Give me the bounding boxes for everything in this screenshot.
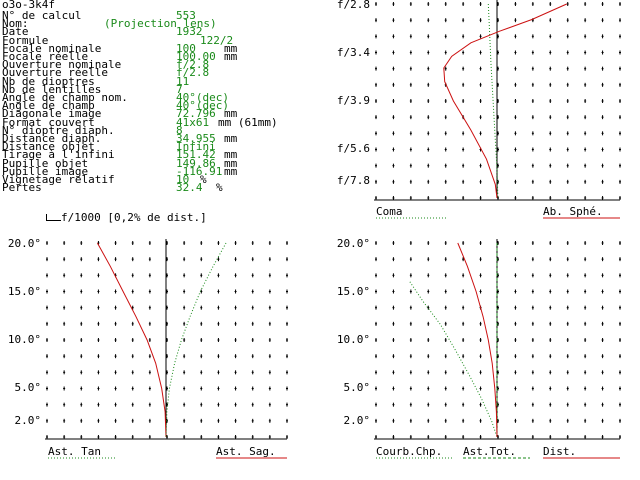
spec-value: f/2.8 (176, 66, 210, 80)
spec-value: 40°(dec) (176, 99, 229, 113)
spec-value: 40°(dec) (176, 91, 229, 104)
spec-unit: mm (224, 107, 238, 121)
spec-label: Formule (2, 33, 49, 47)
spec-label: Ouverture réelle (2, 66, 108, 80)
y-tick-label: 20.0° (337, 237, 370, 250)
spec-label: Vignetage relatif (2, 173, 115, 186)
spec-value: 11 (176, 74, 190, 88)
legend-courb-chp: Courb.Chp. (376, 445, 443, 458)
spec-label: Angle de champ (2, 99, 95, 113)
spec-label: Nb de lentilles (2, 82, 102, 96)
series-line-ast-sag- (165, 242, 227, 438)
spec-unit: mm (224, 164, 238, 178)
spec-label: Pertes (2, 181, 42, 195)
spec-value: 100 (176, 41, 196, 55)
spec-label: Distance objet (2, 140, 95, 154)
legend-dist: Dist. (543, 445, 577, 458)
spec-value: 32.4 (176, 181, 203, 195)
spec-unit: mm (61mm) (218, 115, 278, 129)
spec-unit: mm (224, 41, 238, 55)
legend-ast-tot: Ast.Tot. (463, 445, 516, 458)
page-title: o3o-3k4f (2, 0, 55, 11)
spec-label: N° de calcul (2, 9, 82, 22)
spec-label: Tirage à l'infini (2, 148, 115, 162)
legend-coma: Coma (376, 205, 403, 218)
spec-unit: mm (224, 148, 238, 162)
y-tick-label: 10.0° (337, 333, 370, 346)
spec-label: Pupille image (2, 164, 89, 178)
spec-label: Format couvert (2, 115, 95, 129)
spec-label: N° dioptre diaph. (2, 123, 115, 137)
legend-ast-sag: Ast. Sag. (216, 445, 276, 458)
y-tick-label: 20.0° (8, 237, 41, 250)
y-tick-label: 5.0° (344, 381, 371, 394)
spec-value: 72.796 (176, 107, 216, 121)
spec-unit: % (200, 173, 207, 186)
spec-label: Nb de dioptres (2, 74, 95, 88)
spec-value: 34.955 (176, 132, 216, 145)
series-line-courb-chp- (409, 281, 498, 438)
series-line-dist- (457, 242, 498, 438)
y-tick-label: f/3.4 (337, 46, 370, 59)
y-tick-label: 2.0° (344, 414, 371, 427)
spec-label: Diagonale image (2, 107, 102, 121)
spec-value: -116.91 (176, 164, 223, 178)
spec-unit: mm (224, 156, 238, 170)
spec-value: 41x61 (176, 115, 210, 129)
spec-value: 122/2 (200, 33, 234, 47)
series-line-ab-sph- (443, 3, 567, 199)
series-line-ast-tan (96, 242, 167, 438)
y-tick-label: f/5.6 (337, 142, 370, 155)
spec-value: Infini (176, 140, 216, 154)
y-tick-label: f/7.8 (337, 174, 370, 187)
legend-spherical: Ab. Sphé. (543, 205, 603, 218)
spec-value: 151.42 (176, 148, 216, 162)
spec-label: Distance diaph. (2, 132, 102, 145)
spec-label: Pupille objet (2, 156, 89, 170)
spec-unit: % (216, 181, 223, 195)
spec-unit: mm (224, 50, 238, 63)
spec-unit: mm (224, 132, 238, 145)
spec-value: 10 (176, 173, 190, 186)
y-tick-label: 5.0° (15, 381, 42, 394)
spec-value: (Projection lens) (104, 17, 217, 31)
y-tick-label: 15.0° (337, 285, 370, 298)
scale-note-text: f/1000 [0,2% de dist.] (61, 211, 207, 224)
spec-value: 8 (176, 123, 183, 137)
spec-value: 1932 (176, 25, 203, 39)
spec-label: Nom: (2, 17, 29, 31)
y-tick-label: f/2.8 (337, 0, 370, 11)
spec-value: 100.00 (176, 50, 216, 63)
series-line-coma (487, 3, 499, 199)
y-tick-label: f/3.9 (337, 94, 370, 107)
y-tick-label: 10.0° (8, 333, 41, 346)
spec-label: Angle de champ nom. (2, 91, 128, 104)
scale-note: f/1000 [0,2% de dist.] (46, 212, 207, 224)
spec-value: 149.86 (176, 156, 216, 170)
spec-label: Date (2, 25, 29, 39)
spec-label: Focale nominale (2, 41, 102, 55)
legend-ast-tan: Ast. Tan (48, 445, 101, 458)
spec-value: 7 (176, 82, 183, 96)
y-tick-label: 2.0° (15, 414, 42, 427)
spec-label: Focale réelle (2, 50, 89, 63)
spec-value: f/2.8 (176, 58, 210, 72)
spec-value: 553 (176, 9, 196, 22)
spec-label: Ouverture nominale (2, 58, 122, 72)
y-tick-label: 15.0° (8, 285, 41, 298)
